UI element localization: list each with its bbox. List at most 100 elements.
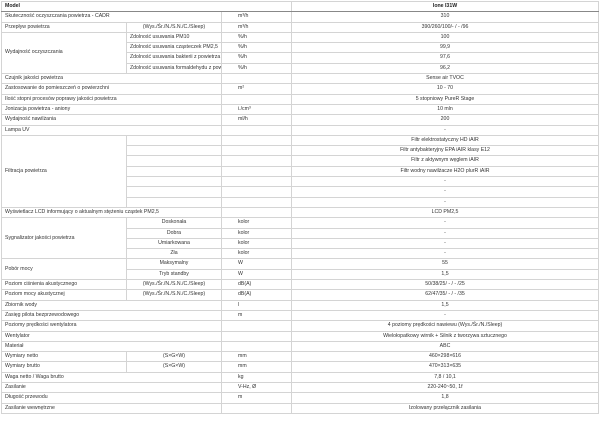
value: 310 [291, 11, 599, 23]
row-label: Zasięg pilota bezprzewodowego [1, 309, 222, 322]
sub-label [126, 186, 222, 198]
parameter: (S×G×W) [126, 351, 222, 363]
value: 1,5 [291, 268, 599, 281]
parameter: (Wys./Śr./N./S.N./C./Sleep) [126, 279, 222, 291]
unit: kolor [220, 248, 293, 260]
table-row: Zbiornik wody l 1,5 [1, 299, 599, 311]
value: 460×298×616 [291, 351, 599, 363]
table-row: Długość przewodu m 1,8 [1, 392, 599, 404]
sub-label: Zła [126, 248, 222, 260]
table-row: Wymiary brutto (S×G×W) mm 470×313×635 [1, 361, 599, 373]
row-label: Wentylator [1, 330, 222, 342]
unit: ml/h [220, 114, 293, 126]
table-row: Pobór mocy Maksymalny W 55 [1, 258, 599, 281]
row-label: Długość przewodu [1, 392, 222, 404]
value: - [291, 217, 599, 229]
table-row: Zdolność usuwania cząsteczek PM2,5 %/h 99,… [2, 42, 599, 54]
row-label: Zbiornik wody [1, 299, 222, 311]
unit [220, 73, 293, 85]
table-row: Skuteczność oczyszczania powietrza - CAD… [1, 11, 599, 23]
unit: m² [220, 83, 293, 95]
header-cell: Model [0, 0, 293, 13]
value: 4 poziomy prędkości nawiewu (Wys./Śr./N.… [291, 320, 599, 332]
row-label: Wydajność nawilżania [1, 114, 222, 126]
unit [220, 124, 293, 136]
table-row: Zasilanie V-Hz, Ø 220-240~50, 1f [1, 381, 599, 394]
row-label: Waga netto / Waga brutto [1, 371, 222, 383]
value: 1,5 [291, 299, 599, 311]
unit [220, 165, 293, 178]
unit [220, 330, 293, 342]
row-label: Poziom ciśnienia akustycznego [1, 279, 127, 291]
value: Filtr z aktywnym węglem iAIR [291, 155, 599, 167]
value: 96,2 [291, 62, 599, 75]
unit: m³/h [220, 11, 293, 23]
unit: V-Hz, Ø [220, 381, 293, 394]
unit: m [220, 309, 293, 322]
unit [220, 134, 293, 147]
value: ABC [291, 340, 599, 353]
unit: %/h [220, 52, 293, 64]
sub-label [126, 165, 222, 178]
value: 390/260/100/- / - /96 [291, 21, 599, 33]
unit [220, 186, 293, 198]
unit [220, 340, 293, 353]
unit: m [220, 392, 293, 404]
unit: W [220, 268, 293, 281]
row-label: Zastosowanie do pomieszczeń o powierzchn… [1, 83, 222, 95]
sub-label: Dobra [126, 227, 222, 239]
unit: %/h [220, 42, 293, 54]
sub-label: Doskonała [126, 217, 222, 229]
sub-label [126, 145, 222, 157]
sub-label: Tryb standby [126, 268, 222, 281]
table-row: Poziom ciśnienia akustycznego (Wys./Śr./N… [1, 279, 599, 291]
table-row: Zastosowanie do pomieszczeń o powierzchn… [1, 83, 599, 95]
value: - [291, 176, 599, 188]
unit: mm [220, 351, 293, 363]
parameter: (Wys./Śr./N./S.N./C./Sleep) [126, 21, 222, 33]
table-row: Wydajność nawilżania ml/h 200 [1, 114, 599, 126]
parameter: (Wys./Śr./N./S.N./C./Sleep) [126, 289, 222, 301]
value: LCD PM2,5 [291, 206, 599, 219]
value: Sense air TVOC [291, 73, 599, 85]
sub-label [126, 196, 222, 208]
row-label: Poziom mocy akustycznej [1, 289, 127, 301]
value: 10 mln [291, 103, 599, 116]
value: - [291, 309, 599, 322]
sub-label: Maksymalny [126, 258, 222, 270]
sub-label [126, 176, 222, 188]
table-row: Dobra kolor - [2, 227, 599, 239]
value: 99,9 [291, 42, 599, 54]
table-row: Poziom mocy akustycznej (Wys./Śr./N./S.N.… [1, 289, 599, 301]
table-row: Zdolność usuwania bakterii z powietrza %/… [2, 52, 599, 64]
row-label: Filtracja powietrza [1, 134, 127, 208]
row-label: Zasilanie wewnętrzne [1, 402, 222, 414]
unit: kolor [220, 227, 293, 239]
row-label: Skuteczność oczyszczania powietrza - CAD… [1, 11, 222, 23]
row-label: Wymiary netto [1, 351, 127, 363]
value: 62/47/35/ - / - /35 [291, 289, 599, 301]
value: 50/38/25/ - / - /25 [291, 279, 599, 291]
row-label: Jonizacja powietrza - aniony [1, 103, 222, 116]
table-row: Ilość stopni procesów poprawy jakości po… [1, 93, 599, 105]
table-row: Umiarkowana kolor - [2, 237, 599, 250]
unit [220, 196, 293, 208]
value: 55 [291, 258, 599, 270]
row-label: Wydajność oczyszczania [1, 31, 127, 75]
row-label: Ilość stopni procesów poprawy jakości po… [1, 93, 222, 105]
value: 97,6 [291, 52, 599, 64]
value: Filtr elektrostatyczny HD iAIR [291, 134, 599, 147]
row-label: Materiał [1, 340, 222, 353]
unit [220, 402, 293, 414]
value: 1,8 [291, 392, 599, 404]
value: Filtr antybakteryjny EPA iAIR klasy E12 [291, 145, 599, 157]
unit [220, 93, 293, 105]
unit: dB(A) [220, 289, 293, 301]
value: Izolowany przełącznik zasilania [291, 402, 599, 414]
unit: W [220, 258, 293, 270]
value: - [291, 248, 599, 260]
sub-label: Umiarkowana [126, 237, 222, 250]
row-label: Wymiary brutto [1, 361, 127, 373]
